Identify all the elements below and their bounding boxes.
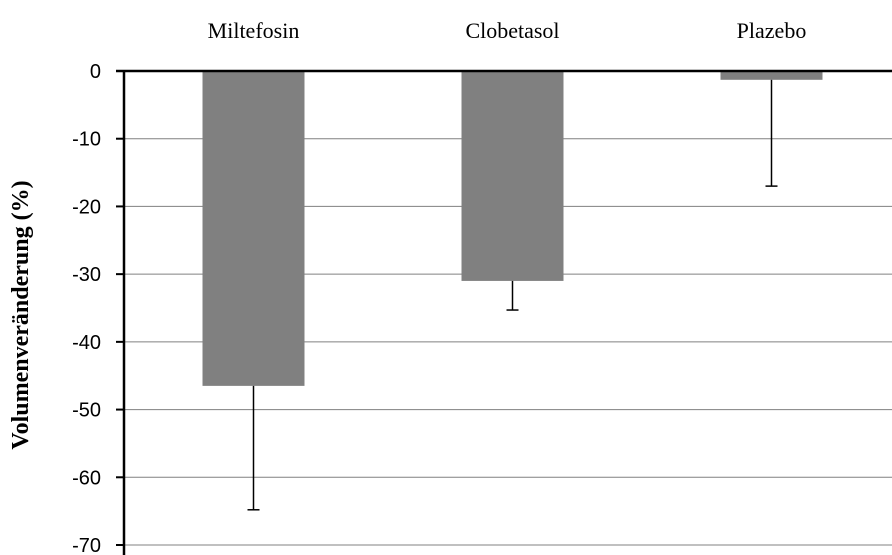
y-tick-label: -40 bbox=[72, 332, 101, 354]
y-tick-label: -50 bbox=[72, 400, 101, 422]
bar bbox=[202, 71, 305, 386]
y-tick-labels: 0 -10 -20 -30 -40 -50 -60 -70 bbox=[72, 61, 101, 555]
category-labels: Miltefosin Clobetasol Plazebo bbox=[208, 18, 807, 43]
bar bbox=[461, 71, 564, 281]
y-tick-label: -30 bbox=[72, 264, 101, 286]
y-axis-label: Volumenveränderung (%) bbox=[8, 180, 34, 449]
category-label: Miltefosin bbox=[208, 18, 300, 43]
bar bbox=[720, 71, 823, 80]
y-tick-label: 0 bbox=[90, 61, 101, 83]
category-label: Plazebo bbox=[737, 18, 807, 43]
category-label: Clobetasol bbox=[465, 18, 559, 43]
y-tick-label: -60 bbox=[72, 467, 101, 489]
y-tick-label: -10 bbox=[72, 129, 101, 151]
bars bbox=[202, 71, 823, 386]
error-bars bbox=[247, 79, 778, 511]
axes bbox=[116, 69, 892, 555]
y-tick-label: -70 bbox=[72, 535, 101, 555]
y-tick-label: -20 bbox=[72, 196, 101, 218]
